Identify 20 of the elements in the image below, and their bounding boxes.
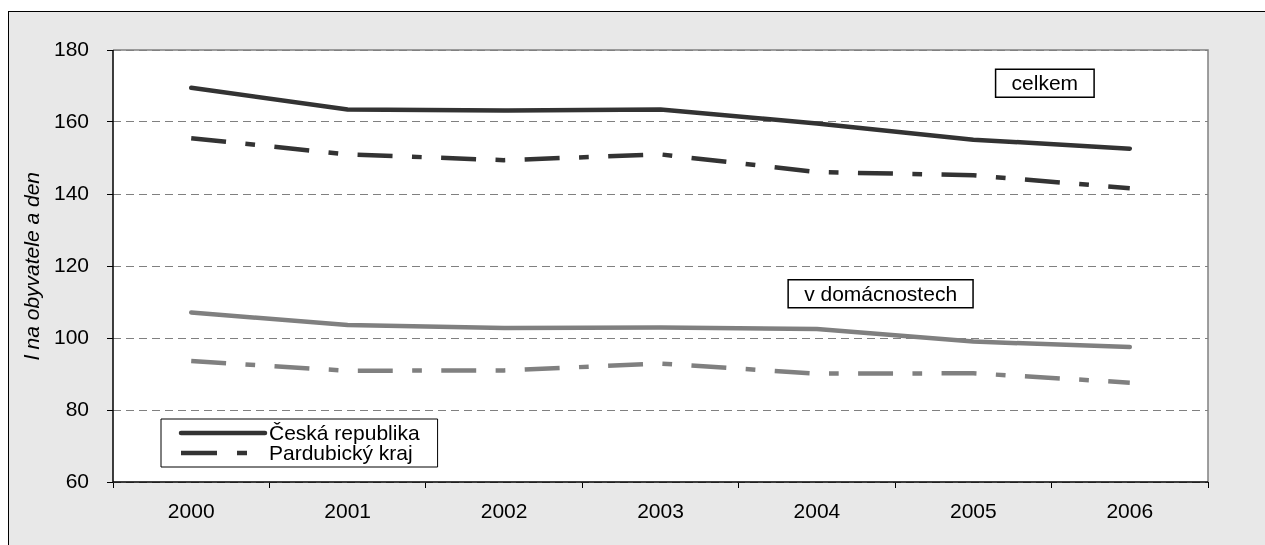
x-tick-label: 2004: [793, 499, 841, 523]
y-tick-label: 60: [65, 468, 89, 492]
y-tick-label: 80: [65, 396, 89, 420]
y-tick-label: 120: [53, 252, 89, 276]
x-tick-label: 2003: [637, 499, 684, 523]
y-tick-label: 180: [53, 36, 89, 60]
annotation: celkem: [1011, 71, 1079, 95]
annotation: v domácnostech: [804, 281, 958, 305]
y-tick-label: 160: [53, 108, 89, 132]
x-tick-label: 2001: [324, 499, 371, 523]
x-tick-label: 2000: [167, 499, 215, 523]
y-axis-title: l na obyvatele a den: [20, 172, 44, 360]
x-tick-label: 2006: [1106, 499, 1154, 523]
x-tick-label: 2002: [480, 499, 528, 523]
line-series: [188, 358, 1133, 385]
y-tick-label: 140: [53, 180, 89, 204]
y-tick-label: 100: [53, 324, 89, 348]
x-tick-label: 2005: [950, 499, 997, 523]
legend-label: Česká republika: [269, 420, 420, 444]
line-series: [188, 135, 1133, 191]
